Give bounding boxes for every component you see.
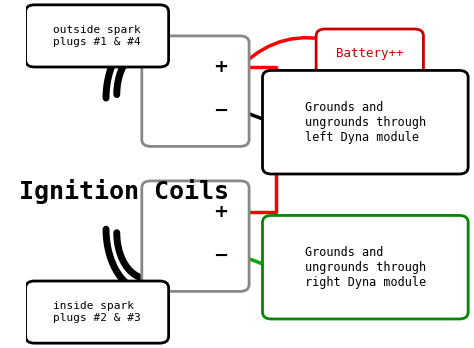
- FancyBboxPatch shape: [142, 36, 249, 147]
- Text: outside spark
plugs #1 & #4: outside spark plugs #1 & #4: [53, 25, 141, 47]
- FancyBboxPatch shape: [263, 215, 468, 319]
- FancyBboxPatch shape: [263, 70, 468, 174]
- Text: inside spark
plugs #2 & #3: inside spark plugs #2 & #3: [53, 301, 141, 323]
- FancyBboxPatch shape: [26, 5, 169, 67]
- FancyBboxPatch shape: [26, 281, 169, 343]
- Text: +: +: [213, 203, 228, 221]
- FancyBboxPatch shape: [142, 181, 249, 291]
- Text: +: +: [213, 58, 228, 76]
- Text: Grounds and
ungrounds through
left Dyna module: Grounds and ungrounds through left Dyna …: [305, 101, 426, 144]
- FancyBboxPatch shape: [316, 29, 423, 77]
- Text: −: −: [213, 102, 228, 119]
- Text: Ignition Coils: Ignition Coils: [19, 179, 229, 204]
- Text: Grounds and
ungrounds through
right Dyna module: Grounds and ungrounds through right Dyna…: [305, 246, 426, 289]
- Text: Battery++: Battery++: [336, 47, 403, 60]
- Text: −: −: [213, 246, 228, 264]
